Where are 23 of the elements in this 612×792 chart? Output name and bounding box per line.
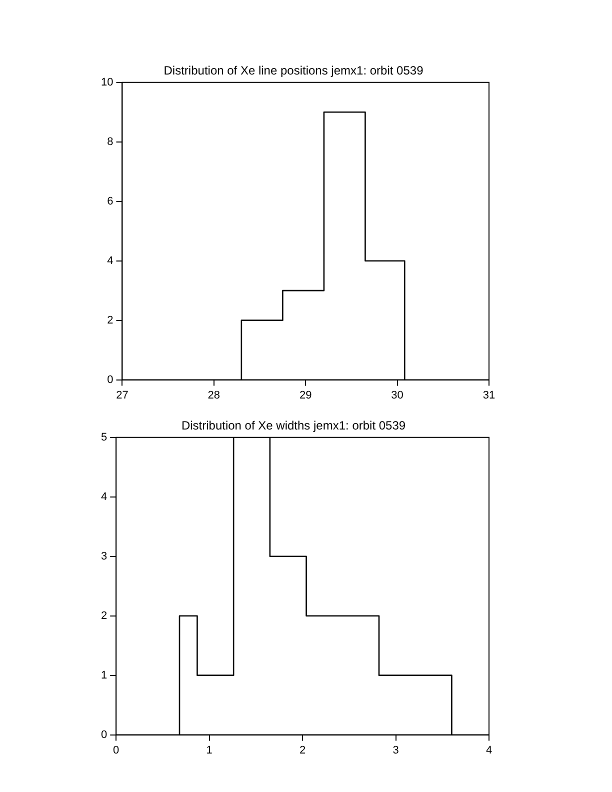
chart-title: Distribution of Xe line positions jemx1: orbit 0539 xyxy=(164,64,424,78)
y-tick-label: 2 xyxy=(107,314,114,326)
y-tick-label: 5 xyxy=(100,431,108,444)
y-tick-label: 8 xyxy=(107,136,114,148)
y-tick-label: 2 xyxy=(100,610,108,622)
y-tick-label: 1 xyxy=(100,669,108,682)
y-tick-label: 4 xyxy=(100,490,108,503)
x-tick-label: 29 xyxy=(299,389,312,402)
x-tick-label: 3 xyxy=(392,744,399,756)
y-tick-label: 0 xyxy=(100,728,108,741)
y-tick-label: 0 xyxy=(107,374,114,386)
y-tick-label: 6 xyxy=(107,195,114,208)
x-tick-label: 27 xyxy=(116,389,128,402)
y-tick-label: 4 xyxy=(107,254,114,267)
x-tick-label: 2 xyxy=(299,744,306,756)
y-tick-label: 10 xyxy=(100,76,114,88)
x-tick-label: 31 xyxy=(482,389,496,402)
x-tick-label: 4 xyxy=(486,744,492,756)
x-tick-label: 1 xyxy=(206,744,212,756)
chart-title: Distribution of Xe widths jemx1: orbit 0539 xyxy=(181,418,406,433)
x-tick-label: 28 xyxy=(208,389,220,402)
y-tick-label: 3 xyxy=(100,550,108,562)
x-tick-label: 30 xyxy=(391,389,404,402)
